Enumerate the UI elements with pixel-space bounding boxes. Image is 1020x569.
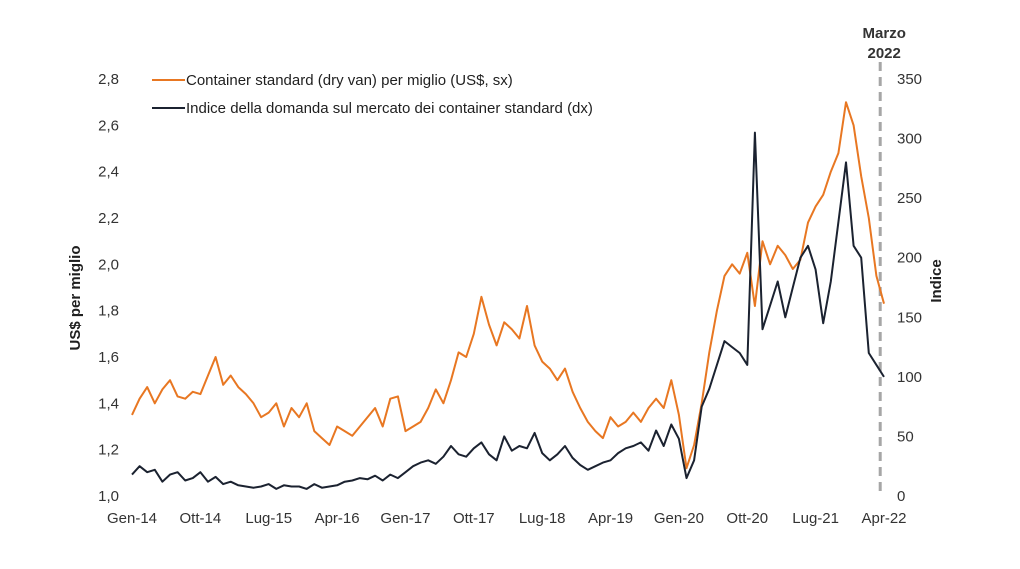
x-tick-label: Apr-16 [315, 510, 360, 527]
right-tick-label: 250 [897, 190, 922, 207]
x-tick-label: Gen-17 [380, 510, 430, 527]
left-tick-label: 2,0 [98, 256, 119, 273]
left-tick-label: 2,2 [98, 210, 119, 227]
right-tick-label: 350 [897, 71, 922, 88]
right-axis-ticks: 0 50 100 150 200 250 300 350 [897, 71, 922, 505]
left-axis-title: US$ per miglio [67, 245, 84, 350]
right-tick-label: 200 [897, 250, 922, 267]
x-tick-label: Apr-22 [861, 510, 906, 527]
x-tick-label: Lug-21 [792, 510, 839, 527]
legend-label-demand-index: Indice della domanda sul mercato dei con… [186, 100, 593, 117]
x-tick-label: Ott-20 [726, 510, 768, 527]
right-tick-label: 150 [897, 309, 922, 326]
x-tick-label: Gen-20 [654, 510, 704, 527]
x-tick-label: Lug-15 [245, 510, 292, 527]
right-tick-label: 300 [897, 131, 922, 148]
left-axis-ticks: 1,0 1,2 1,4 1,6 1,8 2,0 2,2 2,4 2,6 2,8 [98, 71, 119, 505]
right-tick-label: 50 [897, 428, 914, 445]
left-tick-label: 2,6 [98, 117, 119, 134]
x-tick-label: Ott-17 [453, 510, 495, 527]
left-tick-label: 1,4 [98, 395, 119, 412]
right-tick-label: 100 [897, 369, 922, 386]
x-axis-ticks: Gen-14 Ott-14 Lug-15 Apr-16 Gen-17 Ott-17 Lug-… [107, 510, 907, 527]
march-2022-label-line2: 2022 [868, 45, 901, 62]
left-tick-label: 2,4 [98, 164, 119, 181]
right-axis-title: Indice [928, 259, 945, 302]
x-tick-label: Lug-18 [519, 510, 566, 527]
x-tick-label: Ott-14 [180, 510, 222, 527]
legend-label-dry-van: Container standard (dry van) per miglio … [186, 72, 513, 89]
x-tick-label: Apr-19 [588, 510, 633, 527]
right-tick-label: 0 [897, 488, 905, 505]
left-tick-label: 1,0 [98, 488, 119, 505]
legend: Container standard (dry van) per miglio … [152, 72, 593, 117]
left-tick-label: 1,2 [98, 442, 119, 459]
series-line-dry-van-rate [131, 101, 885, 470]
x-tick-label: Gen-14 [107, 510, 157, 527]
series-line-demand-index [131, 131, 885, 490]
left-tick-label: 1,6 [98, 349, 119, 366]
march-2022-label-line1: Marzo [863, 25, 906, 42]
left-tick-label: 1,8 [98, 303, 119, 320]
left-tick-label: 2,8 [98, 71, 119, 88]
